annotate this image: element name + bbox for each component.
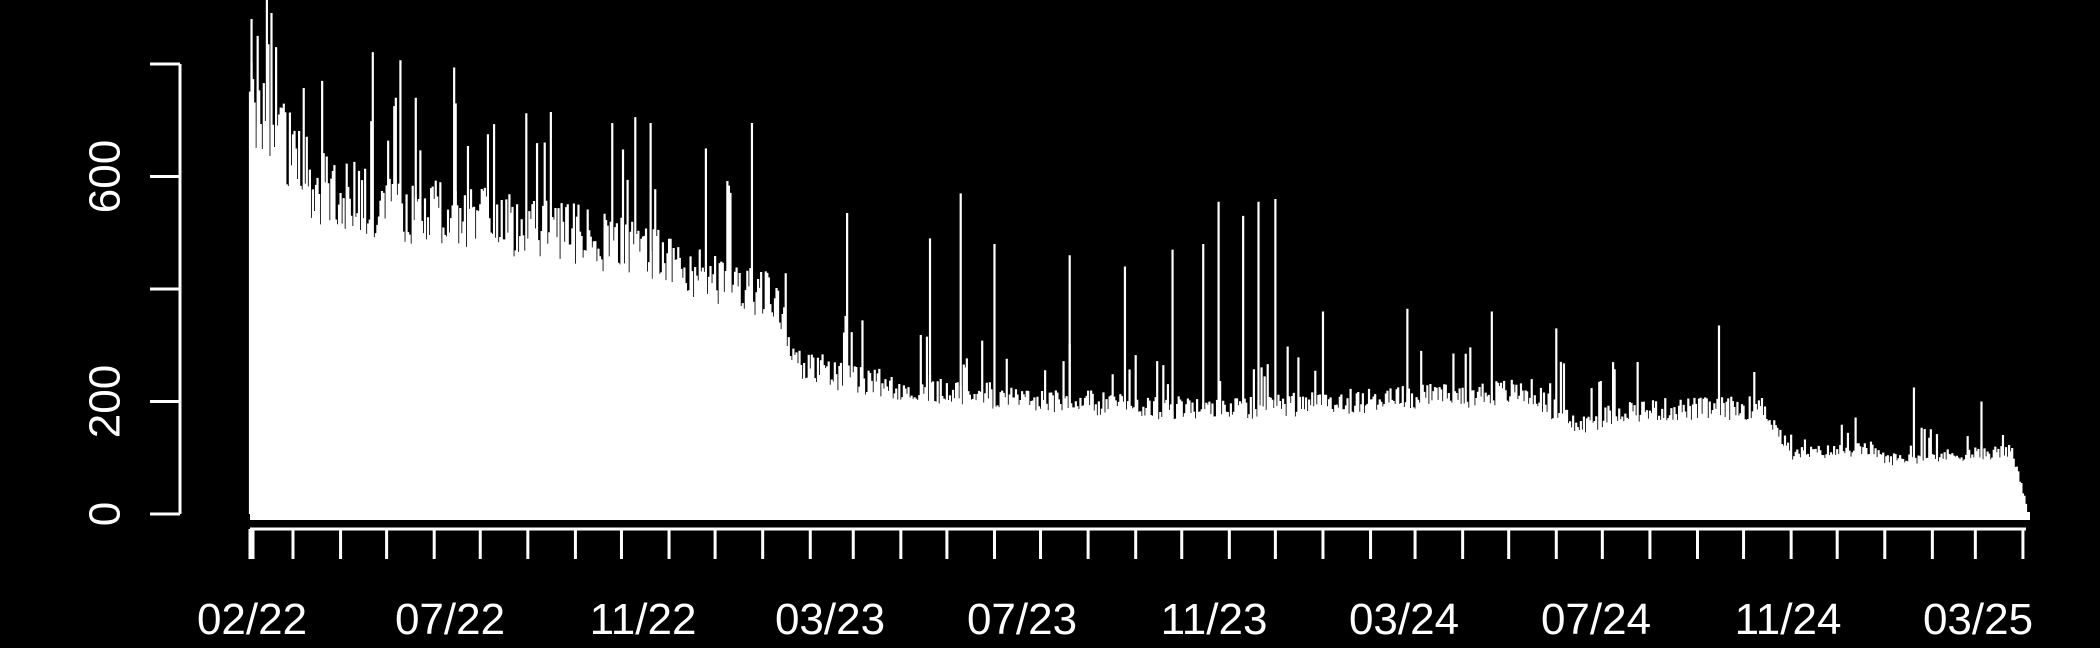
- y-ticks: [150, 62, 180, 516]
- y-axis: 0 200 600: [81, 62, 182, 526]
- x-tick-label-07-23: 07/23: [967, 595, 1077, 644]
- x-tick-label-03-23: 03/23: [775, 595, 885, 644]
- spike-series: [250, 19, 1983, 514]
- x-tick-label-03-24: 03/24: [1349, 595, 1459, 644]
- y-tick-label-600: 600: [81, 140, 130, 213]
- x-tick-label-11-24: 11/24: [1735, 595, 1842, 644]
- x-tick-label-07-24: 07/24: [1541, 595, 1651, 644]
- x-tick-label-11-22: 11/22: [590, 595, 697, 644]
- x-axis: 02/22 07/22 11/22 03/23 07/23 11/23 03/2…: [197, 527, 2033, 644]
- y-tick-label-0: 0: [81, 502, 130, 526]
- bar-series: [248, 0, 2028, 514]
- x-tick-label-11-23: 11/23: [1161, 595, 1268, 644]
- y-tick-label-200: 200: [81, 365, 130, 438]
- x-tick-label-02-22: 02/22: [197, 595, 307, 644]
- x-tick-label-03-25: 03/25: [1923, 595, 2033, 644]
- x-tick-label-07-22: 07/22: [395, 595, 505, 644]
- x-ticks: [248, 529, 2025, 559]
